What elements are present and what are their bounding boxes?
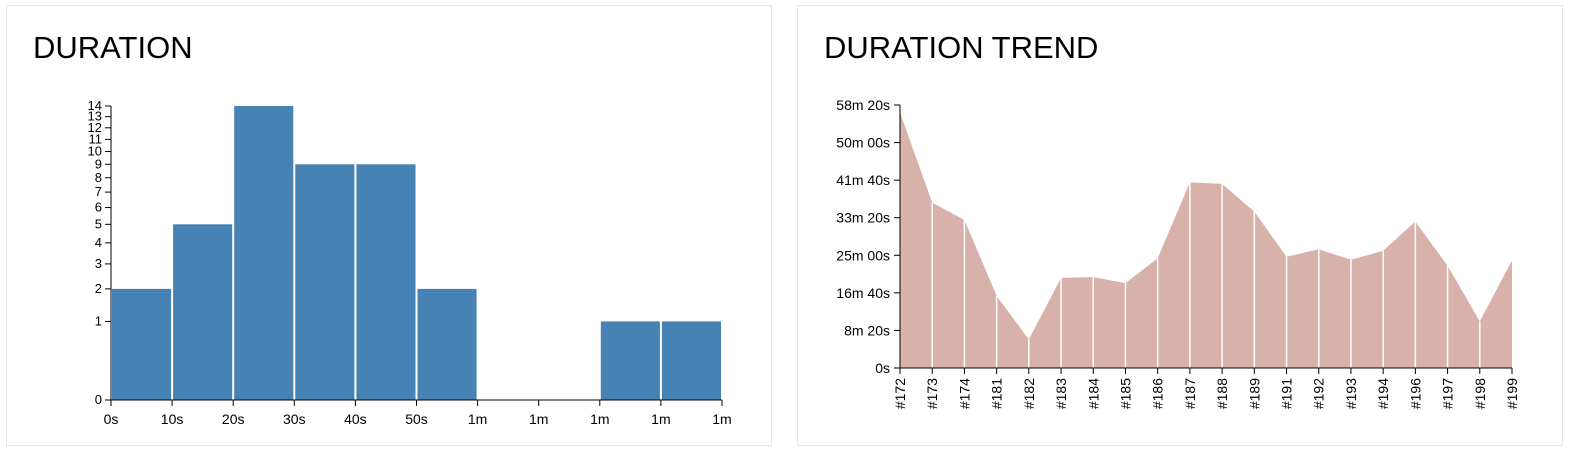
duration-x-tick-label: 50s <box>405 411 428 427</box>
duration-y-tick-label: 8 <box>95 170 102 185</box>
duration-bar <box>600 321 660 400</box>
duration-trend-x-tick-label: #174 <box>956 378 972 409</box>
duration-y-tick-label: 5 <box>95 216 102 231</box>
duration-trend-x-tick-label: #197 <box>1440 378 1456 409</box>
duration-y-tick-label: 10 <box>88 144 102 159</box>
duration-y-tick-label: 13 <box>88 109 102 124</box>
duration-y-tick-label: 0 <box>95 392 102 407</box>
duration-trend-area <box>900 112 1512 368</box>
duration-x-tick-label: 30s <box>283 411 306 427</box>
duration-trend-y-tick-label: 8m 20s <box>844 322 890 338</box>
duration-y-tick-label: 2 <box>95 281 102 296</box>
duration-trend-y-tick-label: 50m 00s <box>836 135 890 151</box>
duration-trend-y-tick-label: 0s <box>875 360 890 376</box>
duration-x-tick-label: 1m <box>590 411 609 427</box>
duration-trend-x-tick-label: #187 <box>1182 378 1198 409</box>
duration-x-tick-label: 1m <box>712 411 731 427</box>
duration-y-tick-label: 6 <box>95 200 102 215</box>
duration-trend-x-tick-label: #191 <box>1279 378 1295 409</box>
duration-bar <box>417 288 477 400</box>
duration-trend-x-tick-label: #186 <box>1150 378 1166 409</box>
duration-y-tick-label: 1 <box>95 313 102 328</box>
duration-trend-y-tick-label: 41m 40s <box>836 172 890 188</box>
duration-x-tick-label: 20s <box>222 411 245 427</box>
duration-trend-x-tick-label: #183 <box>1053 378 1069 409</box>
duration-trend-x-tick-label: #196 <box>1407 378 1423 409</box>
duration-trend-y-tick-label: 58m 20s <box>836 97 890 113</box>
duration-y-tick-label: 11 <box>89 131 103 146</box>
duration-bar <box>661 321 721 400</box>
duration-trend-title: DURATION TREND <box>824 30 1099 65</box>
duration-bar <box>112 288 172 400</box>
duration-y-tick-label: 4 <box>95 235 102 250</box>
duration-trend-x-tick-label: #189 <box>1246 378 1262 409</box>
duration-trend-x-tick-label: #199 <box>1504 378 1520 409</box>
duration-trend-y-tick-label: 16m 40s <box>836 285 890 301</box>
duration-y-tick-label: 3 <box>95 256 102 271</box>
duration-trend-y-tick-label: 33m 20s <box>836 210 890 226</box>
duration-x-tick-label: 40s <box>344 411 367 427</box>
duration-x-tick-label: 10s <box>161 411 184 427</box>
duration-x-tick-label: 1m <box>468 411 487 427</box>
duration-trend-x-tick-label: #193 <box>1343 378 1359 409</box>
duration-title: DURATION <box>33 30 193 65</box>
duration-trend-x-tick-label: #194 <box>1375 378 1391 409</box>
duration-trend-x-tick-label: #172 <box>892 378 908 409</box>
duration-trend-x-tick-label: #192 <box>1311 378 1327 409</box>
duration-x-tick-label: 0s <box>104 411 119 427</box>
duration-x-tick-label: 1m <box>529 411 548 427</box>
duration-trend-x-tick-label: #181 <box>989 378 1005 409</box>
duration-trend-x-tick-label: #182 <box>1021 378 1037 409</box>
duration-y-tick-label: 12 <box>88 120 102 135</box>
duration-bar <box>356 164 416 400</box>
duration-bar <box>234 106 294 400</box>
duration-trend-x-tick-label: #185 <box>1117 378 1133 409</box>
duration-y-tick-label: 14 <box>88 98 102 113</box>
duration-trend-x-tick-label: #188 <box>1214 378 1230 409</box>
duration-trend-x-tick-label: #173 <box>924 378 940 409</box>
duration-trend-x-tick-label: #184 <box>1085 378 1101 409</box>
duration-bar <box>295 164 355 400</box>
duration-x-tick-label: 1m <box>651 411 670 427</box>
duration-bar <box>173 224 233 400</box>
duration-y-tick-label: 9 <box>95 156 102 171</box>
duration-trend-x-tick-label: #198 <box>1472 378 1488 409</box>
duration-y-tick-label: 7 <box>95 184 102 199</box>
duration-trend-y-tick-label: 25m 00s <box>836 247 890 263</box>
